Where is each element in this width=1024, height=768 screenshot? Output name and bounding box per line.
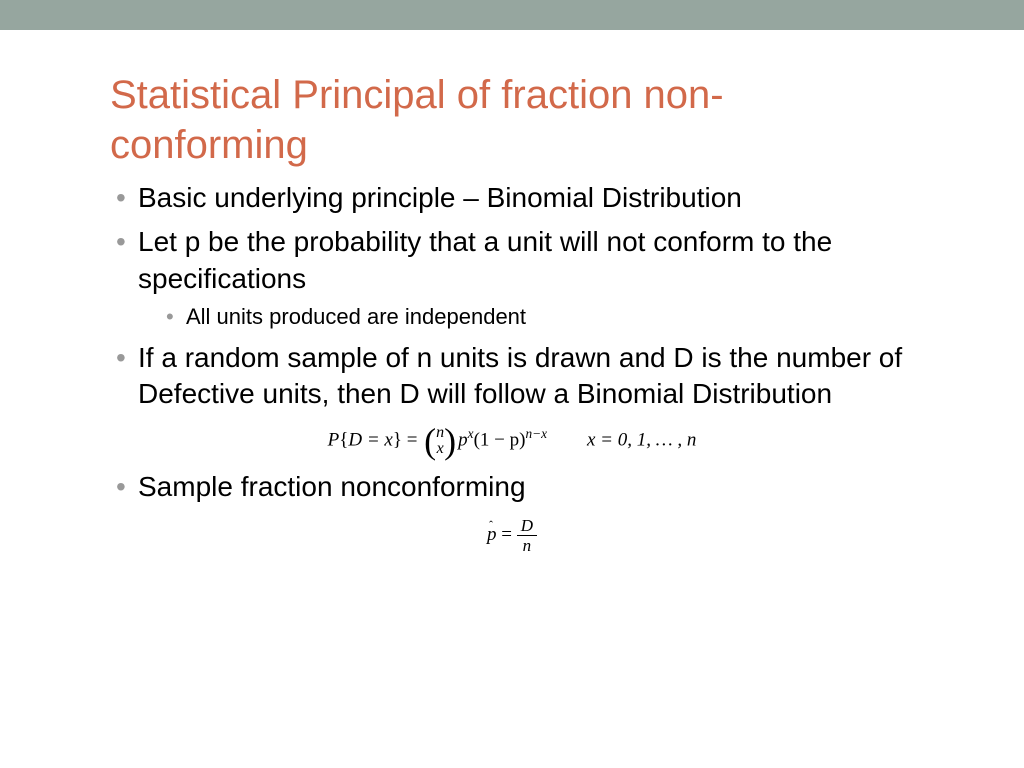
- brace-open: {: [339, 429, 348, 450]
- binomial-formula: P{D = x} = (nx)px (1 − p)n−x x = 0, 1, … ,…: [110, 425, 914, 457]
- binom-bot: x: [436, 441, 444, 457]
- top-accent-bar: [0, 0, 1024, 30]
- equals: =: [497, 524, 517, 545]
- x-range: x = 0, 1, … , n: [587, 429, 696, 450]
- slide-content: Statistical Principal of fraction non-co…: [0, 30, 1024, 554]
- formula-inner: D = x: [348, 429, 392, 450]
- bullet-text: Basic underlying principle – Binomial Di…: [138, 182, 742, 213]
- equals: =: [402, 429, 422, 450]
- sub-bullet-text: All units produced are independent: [186, 304, 526, 329]
- formula-P: P: [328, 429, 340, 450]
- one-minus-p: (1 − p): [474, 429, 526, 450]
- p-hat: ˆp: [487, 524, 497, 546]
- bullet-text: Let p be the probability that a unit wil…: [138, 226, 832, 293]
- fraction: Dn: [517, 517, 537, 554]
- bullet-text: Sample fraction nonconforming: [138, 471, 526, 502]
- bullet-item: Let p be the probability that a unit wil…: [110, 224, 914, 331]
- hat-symbol: ˆ: [489, 518, 493, 533]
- bullet-item: If a random sample of n units is drawn a…: [110, 340, 914, 413]
- numerator: D: [517, 517, 537, 536]
- bullet-item: Sample fraction nonconforming: [110, 469, 914, 505]
- bullet-item: Basic underlying principle – Binomial Di…: [110, 180, 914, 216]
- bullet-text: If a random sample of n units is drawn a…: [138, 342, 902, 409]
- phat-formula: ˆp = Dn: [110, 517, 914, 554]
- bullet-list-2: Sample fraction nonconforming: [110, 469, 914, 505]
- slide-title: Statistical Principal of fraction non-co…: [110, 70, 914, 170]
- one-minus-exp: n−x: [525, 426, 547, 441]
- binomial-coefficient: (nx): [422, 425, 458, 457]
- binom-top: n: [436, 425, 444, 441]
- brace-close: }: [393, 429, 402, 450]
- sub-bullet-item: All units produced are independent: [138, 303, 914, 332]
- sub-bullet-list: All units produced are independent: [138, 303, 914, 332]
- denominator: n: [517, 536, 537, 554]
- bullet-list: Basic underlying principle – Binomial Di…: [110, 180, 914, 413]
- p-base: p: [458, 429, 468, 450]
